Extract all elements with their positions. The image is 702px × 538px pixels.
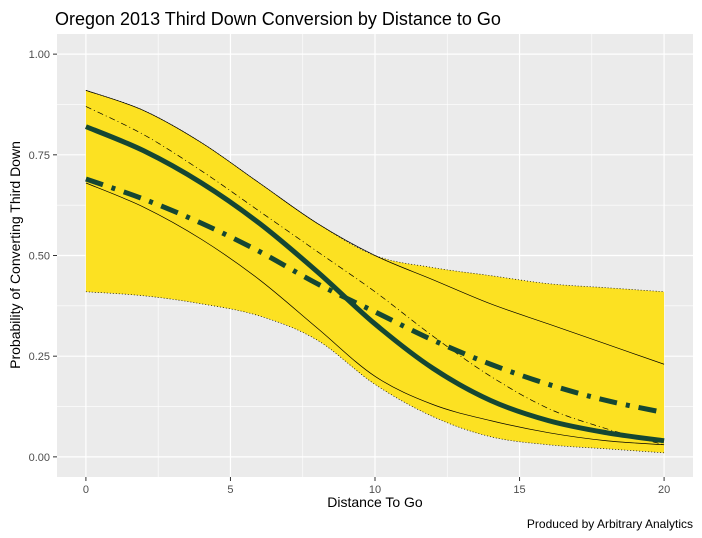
y-tick-label: 0.75 xyxy=(29,150,50,162)
x-tick-label: 20 xyxy=(658,484,670,496)
y-tick-label: 0.25 xyxy=(29,351,50,363)
y-tick-label: 0.50 xyxy=(29,251,50,263)
series-lines xyxy=(84,90,665,454)
ribbon-area xyxy=(85,90,665,453)
x-tick-label: 0 xyxy=(83,484,89,496)
y-axis-ticks: 0.00 0.25 0.50 0.75 1.00 xyxy=(29,49,57,464)
confidence-ribbon xyxy=(85,90,665,453)
x-axis-ticks: 0 5 10 15 20 xyxy=(83,477,670,496)
y-tick-label: 0.00 xyxy=(29,452,50,464)
series-line-inner-lower xyxy=(85,182,665,446)
x-tick-label: 5 xyxy=(227,484,233,496)
y-tick-label: 1.00 xyxy=(29,49,50,61)
series-line-ribbon-upper xyxy=(85,90,665,293)
y-axis-title: Probability of Converting Third Down xyxy=(7,141,23,369)
series-line-outer-upper xyxy=(85,90,665,365)
x-tick-label: 10 xyxy=(369,484,381,496)
series-line-inner-upper xyxy=(85,106,665,446)
series-line-model-fit xyxy=(84,124,665,444)
x-axis-title: Distance To Go xyxy=(327,494,423,510)
chart-title: Oregon 2013 Third Down Conversion by Dis… xyxy=(55,9,501,29)
chart-caption: Produced by Arbitrary Analytics xyxy=(527,517,693,531)
series-line-pooled-fit xyxy=(85,176,665,416)
x-tick-label: 15 xyxy=(513,484,525,496)
